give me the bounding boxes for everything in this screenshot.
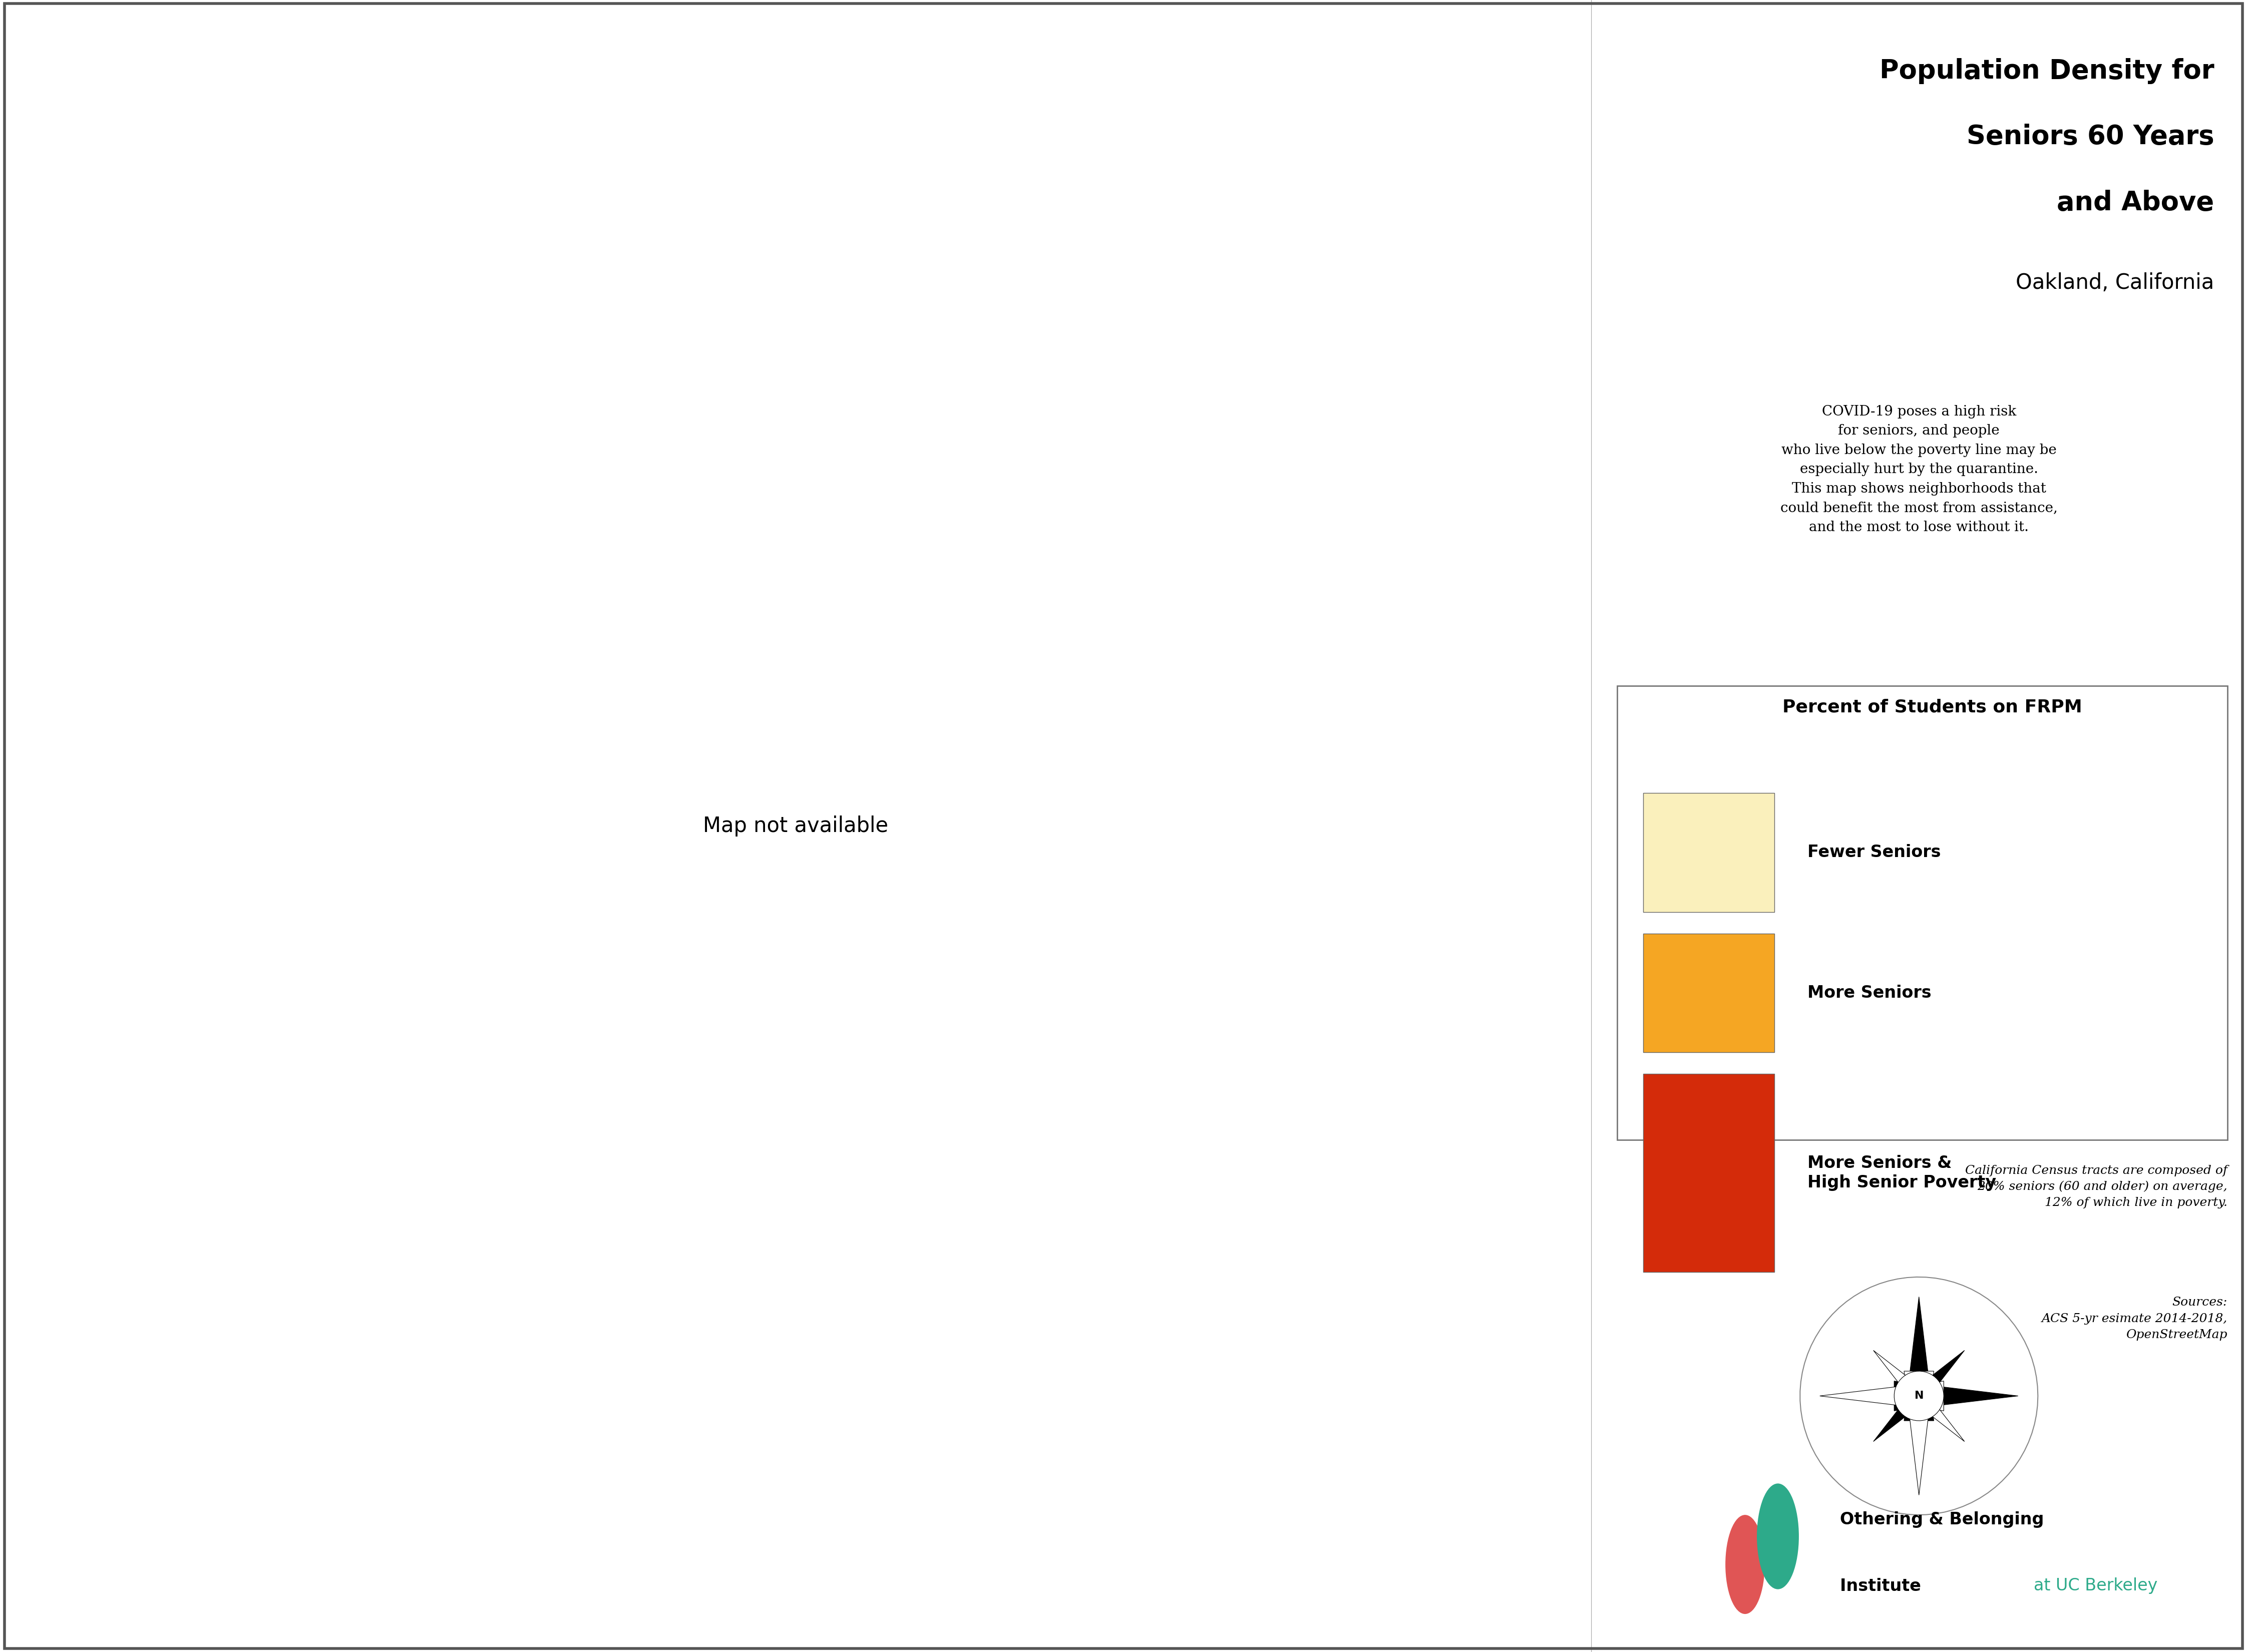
Circle shape — [1726, 1515, 1764, 1614]
Text: Institute: Institute — [1840, 1578, 1928, 1594]
Polygon shape — [1874, 1378, 1937, 1442]
Text: Sources:
ACS 5-yr esimate 2014-2018,
OpenStreetMap: Sources: ACS 5-yr esimate 2014-2018, Ope… — [2043, 1297, 2227, 1340]
Polygon shape — [1901, 1378, 1964, 1442]
Text: Oakland, California: Oakland, California — [2016, 273, 2213, 294]
Circle shape — [1757, 1483, 1800, 1589]
Text: Othering & Belonging: Othering & Belonging — [1840, 1512, 2045, 1528]
Text: California Census tracts are composed of
20% seniors (60 and older) on average,
: California Census tracts are composed of… — [1964, 1165, 2227, 1209]
Polygon shape — [1820, 1381, 1944, 1411]
Text: More Seniors: More Seniors — [1807, 985, 1932, 1001]
Polygon shape — [1901, 1350, 1964, 1414]
Polygon shape — [1894, 1371, 1944, 1421]
Text: N: N — [1914, 1391, 1923, 1401]
Polygon shape — [1874, 1350, 1937, 1414]
Text: COVID-19 poses a high risk
for seniors, and people
who live below the poverty li: COVID-19 poses a high risk for seniors, … — [1780, 405, 2058, 534]
FancyBboxPatch shape — [1618, 686, 2227, 1140]
Text: and Above: and Above — [2056, 190, 2213, 216]
Polygon shape — [1903, 1371, 1935, 1495]
Polygon shape — [1903, 1297, 1935, 1421]
Text: Seniors 60 Years: Seniors 60 Years — [1966, 124, 2213, 150]
Bar — [1643, 933, 1775, 1052]
Polygon shape — [1894, 1381, 2018, 1411]
Text: at UC Berkeley: at UC Berkeley — [2034, 1578, 2157, 1594]
Text: More Seniors &
High Senior Poverty: More Seniors & High Senior Poverty — [1807, 1155, 1995, 1191]
Bar — [1643, 793, 1775, 912]
Polygon shape — [1800, 1277, 2038, 1515]
Bar — [1643, 1074, 1775, 1272]
Text: Fewer Seniors: Fewer Seniors — [1807, 844, 1941, 861]
Text: Map not available: Map not available — [703, 816, 888, 836]
Text: Percent of Students on FRPM: Percent of Students on FRPM — [1782, 699, 2083, 715]
Text: Population Density for: Population Density for — [1878, 58, 2213, 84]
